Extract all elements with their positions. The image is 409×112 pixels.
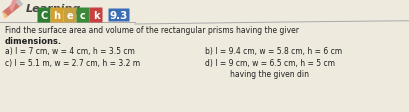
Text: c: c xyxy=(80,11,85,21)
Polygon shape xyxy=(3,1,22,17)
Text: dimensions.: dimensions. xyxy=(5,37,62,46)
Text: C: C xyxy=(40,11,47,21)
Text: e: e xyxy=(67,11,73,21)
Polygon shape xyxy=(10,0,16,12)
FancyBboxPatch shape xyxy=(63,8,76,23)
FancyBboxPatch shape xyxy=(76,8,89,23)
Text: k: k xyxy=(92,11,99,21)
Text: h: h xyxy=(53,11,61,21)
Text: b) l = 9.4 cm, w = 5.8 cm, h = 6 cm: b) l = 9.4 cm, w = 5.8 cm, h = 6 cm xyxy=(204,47,341,56)
FancyBboxPatch shape xyxy=(89,8,102,23)
Polygon shape xyxy=(3,13,7,19)
Text: Learning: Learning xyxy=(26,4,81,14)
Text: 9.3: 9.3 xyxy=(110,11,128,21)
Text: having the given din: having the given din xyxy=(229,69,308,78)
FancyBboxPatch shape xyxy=(37,8,50,23)
Text: Find the surface area and volume of the rectangular prisms having the giver: Find the surface area and volume of the … xyxy=(5,26,298,35)
Text: d) l = 9 cm, w = 6.5 cm, h = 5 cm: d) l = 9 cm, w = 6.5 cm, h = 5 cm xyxy=(204,58,334,67)
Polygon shape xyxy=(16,1,22,7)
Text: c) l = 5.1 m, w = 2.7 cm, h = 3.2 m: c) l = 5.1 m, w = 2.7 cm, h = 3.2 m xyxy=(5,58,140,67)
FancyBboxPatch shape xyxy=(108,9,129,22)
FancyBboxPatch shape xyxy=(50,8,63,23)
Text: a) l = 7 cm, w = 4 cm, h = 3.5 cm: a) l = 7 cm, w = 4 cm, h = 3.5 cm xyxy=(5,47,135,56)
